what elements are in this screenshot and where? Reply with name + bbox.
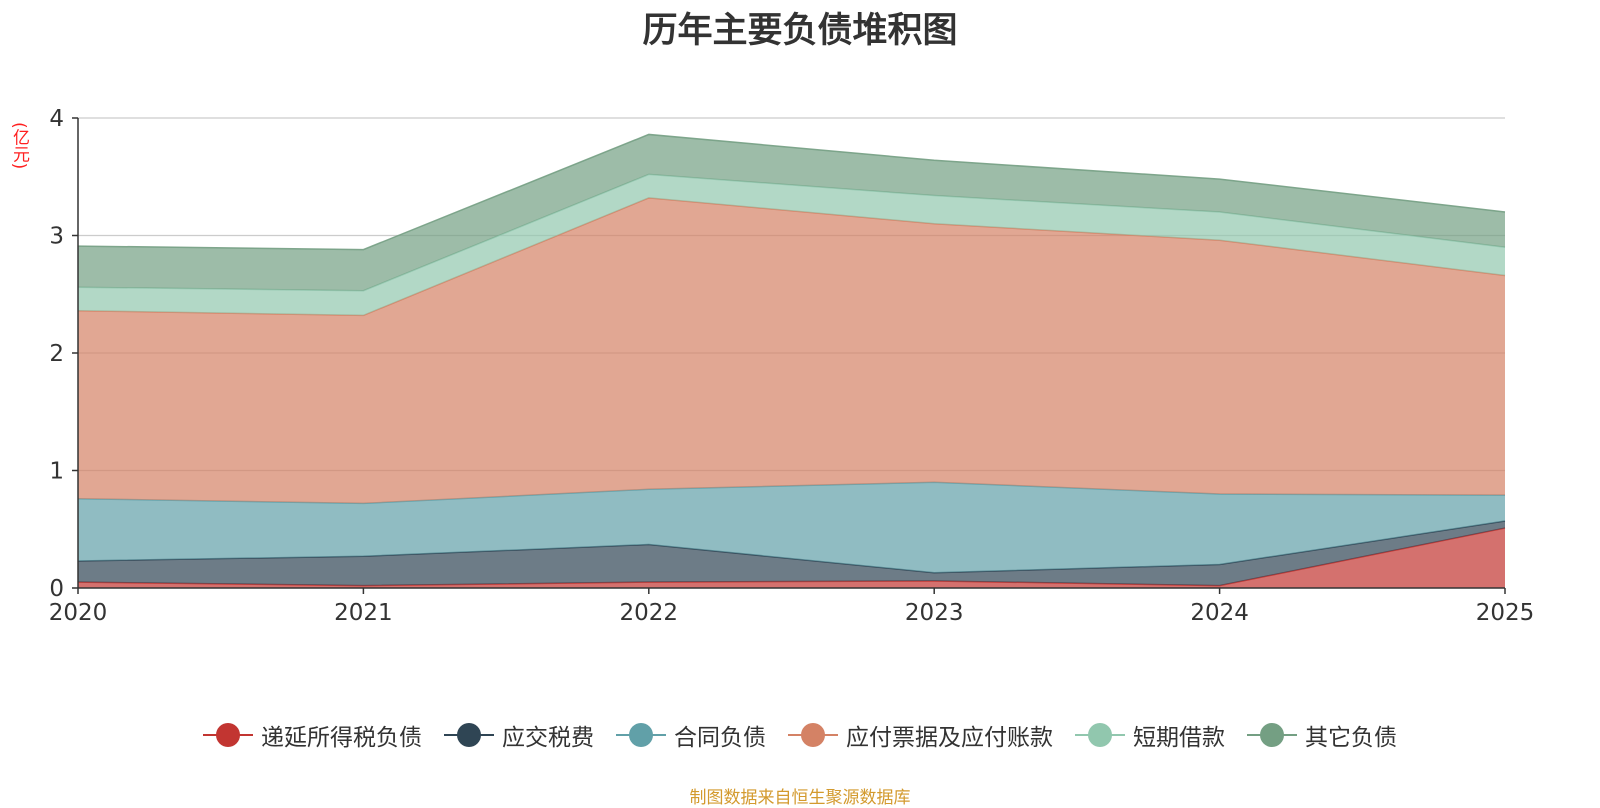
legend-item[interactable]: 短期借款 [1075,718,1225,752]
legend-item[interactable]: 递延所得税负债 [203,718,422,752]
y-tick-label: 4 [49,106,64,132]
legend-label: 递延所得税负债 [261,725,422,751]
y-axis-unit-label: (亿元) [9,122,29,170]
x-tick-label: 2020 [49,600,108,626]
x-tick-label: 2025 [1476,600,1535,626]
y-tick-label: 2 [49,341,64,367]
legend-marker-icon [1075,722,1125,748]
area-series-2[interactable] [78,521,1505,586]
x-tick-label: 2021 [334,600,393,626]
legend-item[interactable]: 合同负债 [616,718,766,752]
legend-label: 其它负债 [1305,725,1397,751]
y-tick-label: 3 [49,224,64,250]
area-series-4[interactable] [78,197,1505,504]
legend-label: 短期借款 [1133,725,1225,751]
y-tick-label: 1 [49,459,64,485]
legend-label: 应付票据及应付账款 [846,725,1053,751]
area-series [77,133,1506,588]
legend-label: 应交税费 [502,725,594,751]
legend-item[interactable]: 应交税费 [444,718,594,752]
area-series-6[interactable] [78,134,1505,291]
x-tick-label: 2024 [1190,600,1249,626]
source-note: 制图数据来自恒生聚源数据库 [689,788,911,808]
legend-marker-icon [203,722,253,748]
area-series-1[interactable] [78,528,1505,588]
legend: 递延所得税负债 应交税费 合同负债 应付票据及应付账款 短期借款 其它负债 [0,718,1600,752]
legend-marker-icon [444,722,494,748]
legend-marker-icon [788,722,838,748]
stacked-area-chart: 0 1 2 3 4 2020 2021 2022 2023 2024 2025 [49,106,1535,626]
area-series-3[interactable] [78,482,1505,573]
chart-title: 历年主要负债堆积图 [642,11,958,51]
axes: 0 1 2 3 4 2020 2021 2022 2023 2024 2025 [49,106,1535,626]
legend-item[interactable]: 其它负债 [1247,718,1397,752]
area-series-5[interactable] [78,174,1505,316]
x-tick-label: 2022 [620,600,679,626]
series-line-6 [77,133,1506,251]
legend-item[interactable]: 应付票据及应付账款 [788,718,1053,752]
y-tick-label: 0 [49,576,64,602]
legend-marker-icon [616,722,666,748]
legend-marker-icon [1247,722,1297,748]
legend-label: 合同负债 [674,725,766,751]
x-tick-label: 2023 [905,600,964,626]
